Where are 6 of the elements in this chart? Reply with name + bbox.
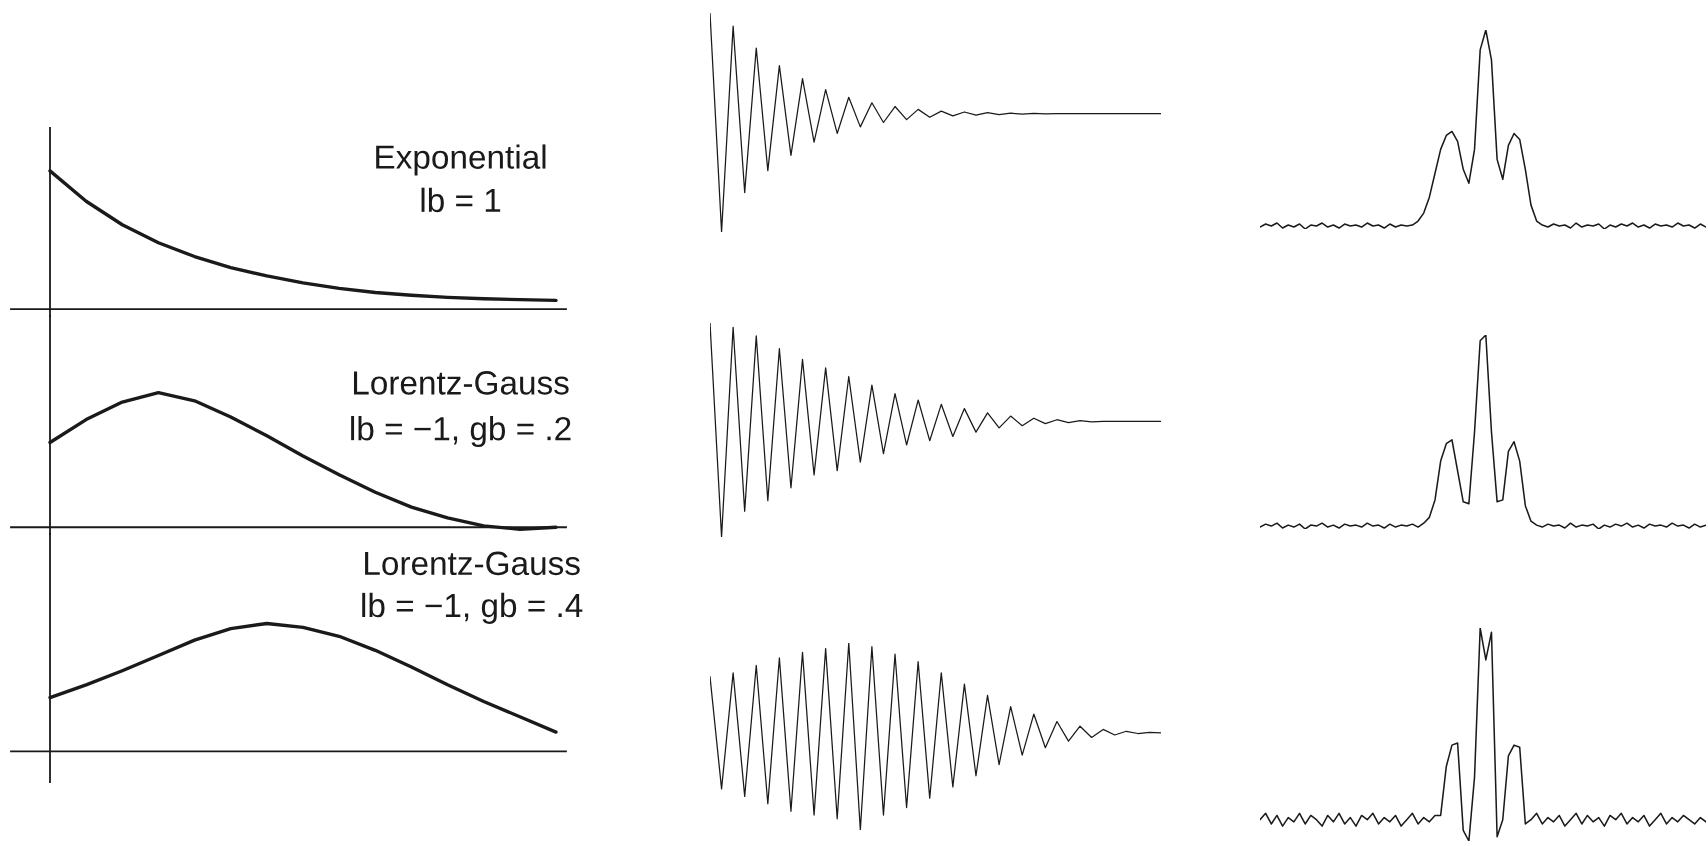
chart-title: Lorentz-Gauss xyxy=(365,551,580,576)
text: lb = −1, gb = .2 xyxy=(351,416,571,448)
chart-title: Lorentz-Gauss xyxy=(353,371,569,395)
chart-title: Exponential xyxy=(376,144,546,176)
chart-subtitle: lb = 1 xyxy=(421,187,501,213)
chart-subtitle: lb = −1, gb = .4 xyxy=(362,592,583,624)
